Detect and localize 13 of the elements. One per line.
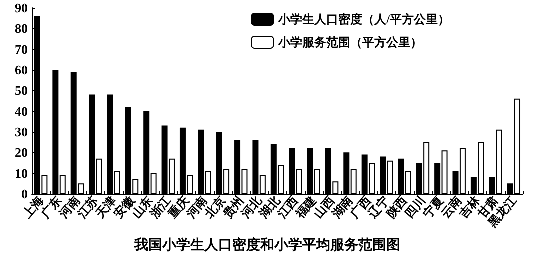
- y-tick-label: 60: [15, 62, 28, 78]
- y-tick-label: 10: [15, 166, 28, 181]
- legend-label: 小学服务范围（平方公里）: [278, 36, 423, 50]
- y-tick-label: 70: [15, 42, 28, 57]
- legend-label: 小学生人口密度（人/平方公里）: [278, 12, 450, 26]
- text: 我国小学生人口密度和小学平均服务范围图: [134, 236, 400, 254]
- y-tick-label: 30: [15, 124, 28, 140]
- y-tick-label: 90: [15, 0, 28, 16]
- y-tick-label: 80: [15, 21, 28, 36]
- y-tick-label: 50: [15, 83, 28, 98]
- y-tick-label: 20: [15, 145, 28, 160]
- y-tick-label: 40: [15, 104, 28, 119]
- y-tick-label: 0: [22, 186, 28, 202]
